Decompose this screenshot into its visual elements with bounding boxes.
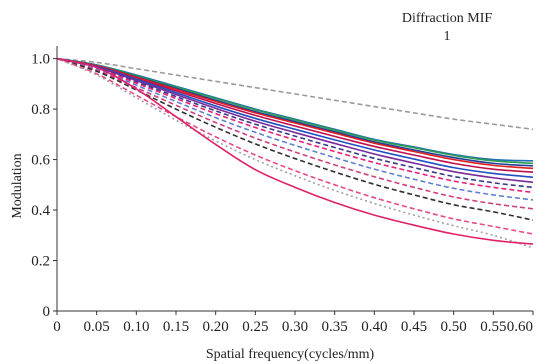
chart-subtitle: 1 [444, 29, 451, 44]
series-line-6 [56, 57, 534, 173]
series-line-12 [56, 57, 534, 210]
x-tick-layer: 0 0.05 0.10 0.15 0.20 0.25 0.30 0.35 0.40 0.45 0.5… [53, 311, 534, 335]
y-tick-label-3: 0.4 [31, 203, 50, 219]
x-tick-label-13: 0.60 [507, 319, 533, 335]
series-line-16 [56, 57, 534, 245]
series-line-11 [56, 57, 534, 201]
series-line-10 [56, 57, 534, 194]
series-line-13 [56, 57, 534, 221]
y-tick-label-5: 0.8 [31, 102, 50, 118]
x-tick-label-11: 0.50 [441, 319, 467, 335]
y-tick-label-2: 0.2 [31, 254, 50, 270]
series-layer [56, 57, 534, 249]
chart-title: Diffraction MIF [402, 11, 493, 26]
x-tick-label-2: 0.05 [84, 319, 110, 335]
series-line-1 [56, 57, 534, 131]
x-tick-label-7: 0.30 [282, 319, 308, 335]
y-tick-layer: 0 0.2 0.4 0.6 0.8 1.0 [31, 52, 57, 320]
x-tick-label-1: 0 [53, 319, 61, 335]
x-tick-label-9: 0.40 [361, 319, 387, 335]
series-line-3 [56, 57, 534, 165]
series-line-8 [56, 57, 534, 184]
x-tick-label-8: 0.35 [322, 319, 348, 335]
series-line-7 [56, 57, 534, 179]
x-tick-label-6: 0.25 [242, 319, 268, 335]
x-axis-title: Spatial frequency(cycles/mm) [206, 347, 375, 362]
series-line-5 [56, 57, 534, 170]
x-tick-label-3: 0.10 [123, 319, 149, 335]
y-tick-label-4: 0.6 [31, 153, 50, 169]
x-tick-label-5: 0.20 [203, 319, 229, 335]
series-line-9 [56, 57, 534, 189]
x-tick-label-10: 0.45 [401, 319, 427, 335]
y-tick-label-6: 1.0 [31, 52, 50, 68]
y-tick-label-1: 0 [43, 304, 51, 320]
series-line-15 [56, 57, 534, 249]
y-axis-title: Modulation [10, 153, 25, 218]
x-tick-label-4: 0.15 [163, 319, 189, 335]
x-tick-label-12: 0.55 [480, 319, 506, 335]
